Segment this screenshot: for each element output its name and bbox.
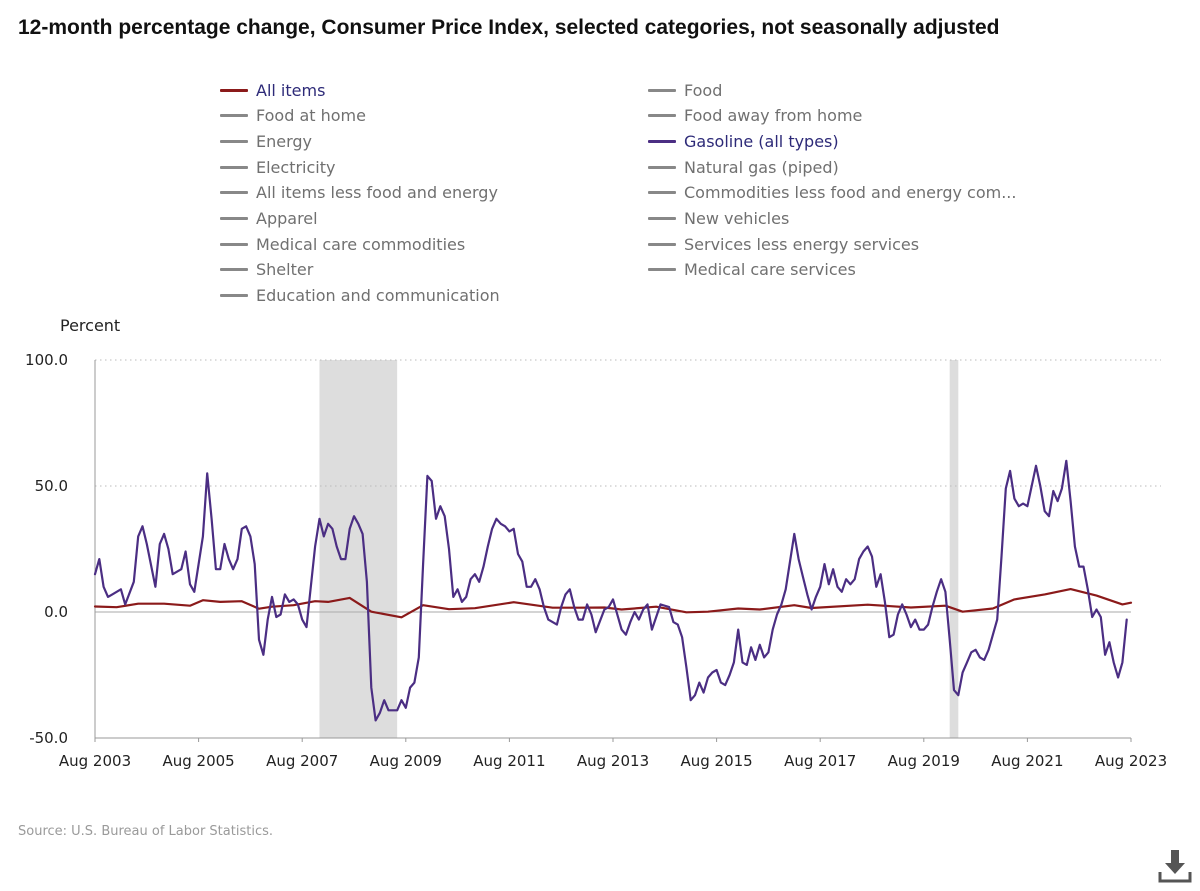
legend-item[interactable]: New vehicles [648, 207, 789, 231]
legend-label: Electricity [256, 157, 336, 177]
download-tray [1158, 872, 1192, 883]
legend-label: Natural gas (piped) [684, 157, 839, 177]
legend-item[interactable]: All items [220, 78, 325, 102]
legend-swatch [648, 242, 676, 246]
legend-item[interactable]: Shelter [220, 258, 313, 282]
legend-item[interactable]: Medical care services [648, 258, 856, 282]
legend-label: Gasoline (all types) [684, 131, 839, 151]
download-arrow-stem [1171, 850, 1179, 864]
legend-item[interactable]: Food at home [220, 104, 366, 128]
x-tick-label: Aug 2021 [991, 752, 1063, 770]
legend-item[interactable]: Natural gas (piped) [648, 155, 839, 179]
x-tick-label: Aug 2005 [162, 752, 234, 770]
legend-label: Services less energy services [684, 234, 920, 254]
download-arrow-head [1165, 863, 1185, 874]
legend-label: All items less food and energy [256, 183, 498, 203]
legend-label: Apparel [256, 209, 318, 228]
legend-label: Medical care commodities [256, 234, 466, 254]
legend-item[interactable]: Apparel [220, 207, 318, 231]
legend-item[interactable]: Energy [220, 129, 312, 153]
legend-item[interactable]: All items less food and energy [220, 181, 498, 205]
source-note: Source: U.S. Bureau of Labor Statistics. [18, 824, 273, 839]
legend-swatch [648, 217, 676, 220]
y-tick-label: 0.0 [44, 603, 68, 621]
legend-swatch [648, 268, 676, 272]
legend-label: New vehicles [684, 209, 790, 228]
legend-label: Commodities less food and energy com... [684, 183, 1017, 203]
legend-item[interactable]: Medical care commodities [220, 232, 465, 256]
series-line [93, 588, 1133, 619]
y-axis-title: Percent [60, 316, 121, 335]
legend-swatch [648, 114, 676, 118]
legend-item[interactable]: Commodities less food and energy com... [648, 181, 1016, 205]
y-tick-label: 50.0 [35, 477, 68, 495]
legend-swatch [648, 139, 676, 143]
legend-item[interactable]: Services less energy services [648, 232, 919, 256]
x-tick-label: Aug 2013 [577, 752, 649, 770]
legend-label: Shelter [256, 260, 314, 280]
x-tick-label: Aug 2009 [370, 752, 442, 770]
legend-label: Food at home [256, 106, 366, 126]
chart-plot: 100.0 50.0 0.0 -50.0 Aug 2003 Aug 2005 Aug 200… [25, 351, 1167, 770]
legend-item[interactable]: Electricity [220, 155, 335, 179]
legend-label: Food [684, 80, 723, 100]
legend-swatch [220, 294, 248, 298]
legend-label: All items [256, 80, 326, 100]
legend-swatch [648, 88, 676, 92]
legend-swatch [220, 165, 248, 169]
legend-label: Energy [256, 131, 313, 151]
legend-item[interactable]: Gasoline (all types) [648, 129, 839, 153]
download-icon[interactable] [1158, 848, 1192, 884]
legend-swatch [220, 268, 248, 272]
legend-item[interactable]: Food away from home [648, 104, 862, 128]
y-tick-label: -50.0 [29, 729, 68, 747]
legend-swatch [220, 217, 248, 220]
legend-swatch [648, 165, 676, 169]
y-tick-label: 100.0 [25, 351, 68, 369]
recession-band [319, 360, 398, 738]
legend-label: Food away from home [684, 106, 863, 126]
x-tick-label: Aug 2017 [784, 752, 856, 770]
legend-label: Education and communication [256, 286, 500, 306]
series-line [93, 459, 1128, 722]
legend-swatch [220, 242, 248, 246]
legend-swatch [648, 191, 676, 195]
legend-label: Medical care services [684, 260, 856, 280]
legend-swatch [220, 191, 248, 195]
x-tick-label: Aug 2015 [680, 752, 752, 770]
x-tick-label: Aug 2023 [1095, 752, 1167, 770]
chart-title: 12-month percentage change, Consumer Pri… [18, 16, 1000, 39]
legend-swatch [220, 88, 248, 92]
legend-item[interactable]: Education and communication [220, 284, 500, 308]
legend-item[interactable]: Food [648, 78, 722, 102]
legend-swatch [220, 139, 248, 143]
recession-band [949, 360, 959, 738]
x-tick-label: Aug 2011 [473, 752, 545, 770]
x-tick-label: Aug 2019 [888, 752, 960, 770]
legend-swatch [220, 114, 248, 118]
x-tick-label: Aug 2007 [266, 752, 338, 770]
x-tick-label: Aug 2003 [59, 752, 131, 770]
